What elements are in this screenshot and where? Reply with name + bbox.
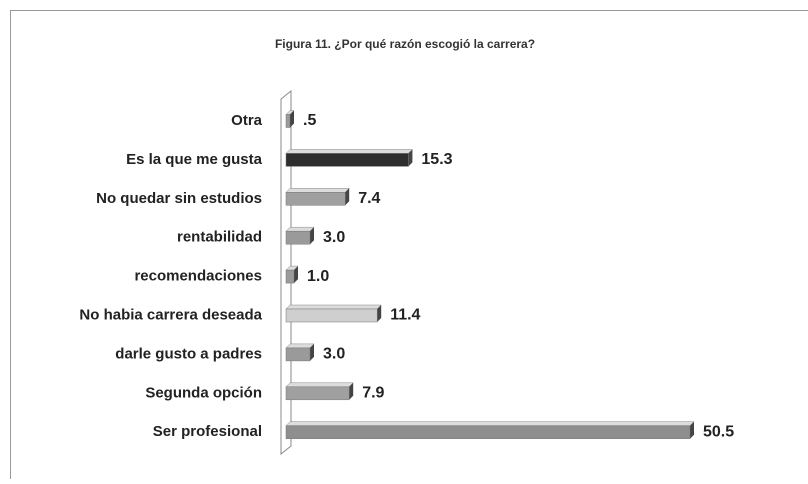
bar-side (310, 227, 314, 245)
bar-side (310, 343, 314, 361)
bar-top (285, 149, 414, 154)
category-label: Segunda opción (145, 384, 262, 401)
chart-title: Figura 11. ¿Por qué razón escogió la car… (275, 37, 535, 51)
category-label: darle gusto a padres (115, 345, 262, 362)
bar (285, 114, 291, 128)
bar (285, 425, 691, 439)
bar (285, 153, 409, 167)
bar-top (285, 343, 315, 349)
bar-side (408, 149, 413, 167)
bar-side (690, 421, 694, 439)
bar (285, 308, 378, 323)
bar (285, 192, 346, 206)
category-label: Es la que me gusta (126, 151, 263, 168)
bar (285, 386, 350, 401)
value-label: 50.5 (703, 423, 734, 440)
value-label: 3.0 (323, 229, 345, 246)
category-label: No quedar sin estudios (96, 190, 262, 207)
value-label: 11.4 (390, 307, 420, 324)
bar-top (285, 421, 695, 426)
value-label: 1.0 (307, 268, 329, 285)
value-label: 7.4 (358, 190, 380, 207)
category-label: rentabilidad (177, 229, 262, 246)
value-label: 7.9 (362, 385, 384, 402)
bar-top (285, 304, 382, 310)
bar-side (377, 305, 382, 322)
value-label: .5 (303, 112, 316, 129)
category-label: Otra (231, 112, 263, 129)
bar (285, 230, 311, 245)
category-label: No habia carrera deseada (79, 306, 262, 323)
bar (285, 347, 311, 362)
value-label: 3.0 (323, 346, 345, 363)
bar-side (345, 188, 350, 206)
bar-top (285, 188, 350, 193)
bar-side (290, 110, 294, 128)
bar (285, 269, 295, 284)
bar-side (349, 382, 354, 400)
category-label: Ser profesional (153, 423, 262, 440)
value-label: 15.3 (421, 151, 452, 168)
bar-top (285, 226, 315, 232)
category-label: recomendaciones (134, 268, 262, 285)
bar-side (294, 266, 298, 284)
bar-top (285, 382, 354, 388)
